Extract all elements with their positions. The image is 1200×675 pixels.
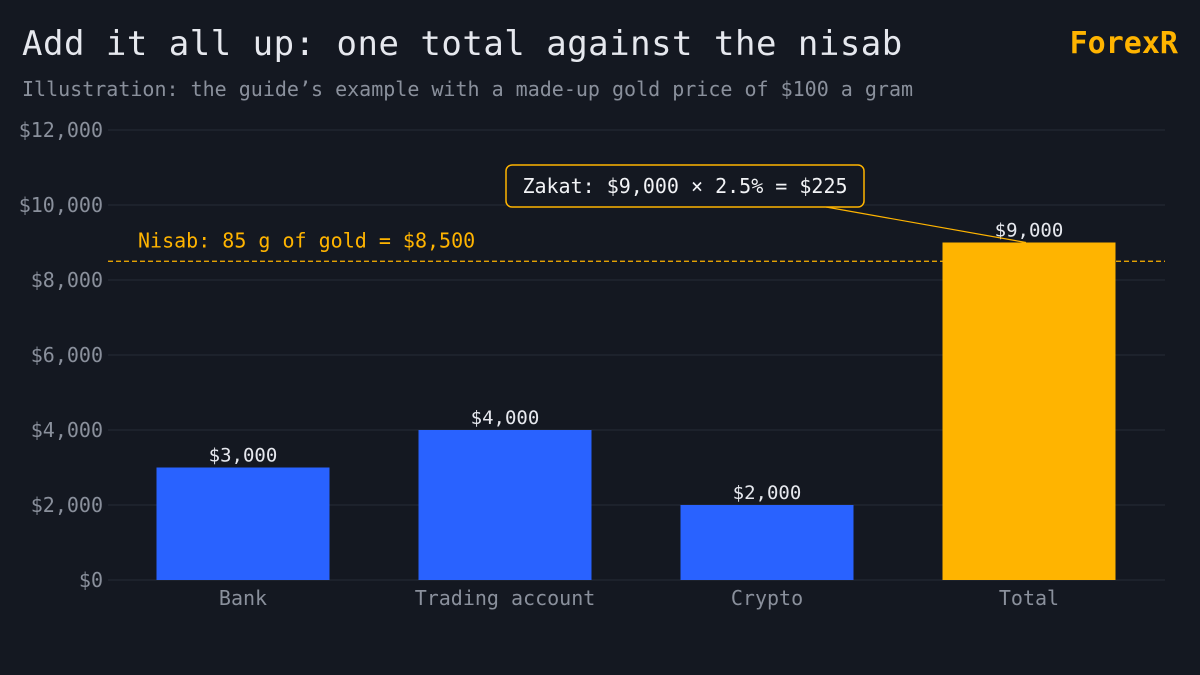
zakat-callout-box: [505, 164, 865, 208]
x-category-label: Trading account: [415, 586, 596, 610]
y-tick-label: $6,000: [31, 343, 103, 367]
bar-total: [942, 242, 1116, 580]
y-tick-label: $8,000: [31, 268, 103, 292]
callout-leader-line: [825, 206, 1027, 244]
bar-trading-account: [418, 430, 592, 580]
x-category-label: Total: [999, 586, 1059, 610]
chart-subtitle: Illustration: the guide’s example with a…: [22, 77, 914, 101]
nisab-label: Nisab: 85 g of gold = $8,500: [138, 228, 475, 252]
bar-crypto: [680, 505, 854, 580]
bar-value-label: $2,000: [733, 482, 802, 504]
bar-value-label: $9,000: [995, 220, 1064, 242]
x-category-label: Bank: [219, 586, 267, 610]
y-tick-label: $12,000: [19, 118, 103, 142]
x-category-label: Crypto: [731, 586, 803, 610]
bar-value-label: $3,000: [209, 445, 278, 467]
bar-bank: [156, 467, 330, 580]
brand-logo: ForexR: [1069, 26, 1178, 61]
y-tick-label: $2,000: [31, 493, 103, 517]
bar-value-label: $4,000: [471, 407, 540, 429]
chart-title: Add it all up: one total against the nis…: [22, 24, 903, 64]
y-tick-label: $0: [79, 568, 103, 592]
y-tick-label: $4,000: [31, 418, 103, 442]
y-tick-label: $10,000: [19, 193, 103, 217]
zakat-callout-text: Zakat: $9,000 × 2.5% = $225: [522, 174, 847, 198]
